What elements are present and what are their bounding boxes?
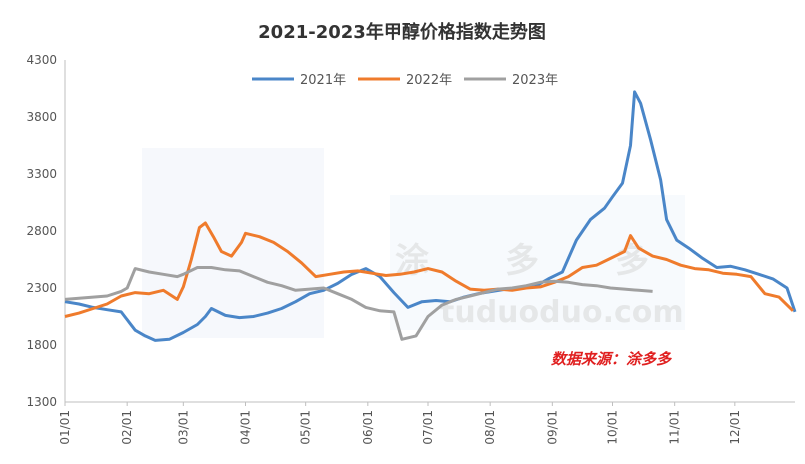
y-tick-label: 3800 bbox=[26, 110, 57, 124]
x-tick-label: 12/01 bbox=[728, 410, 742, 445]
watermark: 涂 多 多 tuduoduo.com bbox=[142, 148, 685, 338]
x-tick-labels: 01/01 02/01 03/01 04/01 05/01 06/01 07/01 08/01… bbox=[58, 402, 742, 445]
y-tick-label: 2800 bbox=[26, 224, 57, 238]
legend-label-2023: 2023年 bbox=[512, 73, 558, 88]
x-tick-label: 06/01 bbox=[361, 410, 375, 445]
x-tick-label: 04/01 bbox=[238, 410, 252, 445]
legend-item-2022[interactable]: 2022年 bbox=[358, 73, 452, 88]
x-tick-label: 07/01 bbox=[421, 410, 435, 445]
series-layer bbox=[64, 90, 797, 342]
legend-item-2021[interactable]: 2021年 bbox=[252, 73, 346, 88]
y-tick-label: 1300 bbox=[26, 395, 57, 409]
y-tick-label: 3300 bbox=[26, 167, 57, 181]
x-tick-label: 11/01 bbox=[668, 410, 682, 445]
y-tick-label: 1800 bbox=[26, 338, 57, 352]
chart-title: 2021-2023年甲醇价格指数走势图 bbox=[258, 21, 546, 43]
y-tick-labels: 1300 1800 2300 2800 3300 3800 4300 bbox=[26, 53, 57, 409]
x-tick-label: 01/01 bbox=[58, 410, 72, 445]
y-tick-label: 2300 bbox=[26, 281, 57, 295]
watermark-char-3: 多 bbox=[615, 241, 649, 281]
y-tick-label: 4300 bbox=[26, 53, 57, 67]
x-tick-label: 03/01 bbox=[176, 410, 190, 445]
legend-label-2021: 2021年 bbox=[300, 73, 346, 88]
x-tick-label: 10/01 bbox=[606, 410, 620, 445]
legend-item-2023[interactable]: 2023年 bbox=[464, 73, 558, 88]
watermark-url: tuduoduo.com bbox=[440, 295, 684, 330]
x-tick-label: 02/01 bbox=[120, 410, 134, 445]
x-tick-label: 05/01 bbox=[299, 410, 313, 445]
x-tick-label: 08/01 bbox=[483, 410, 497, 445]
data-source-annotation: 数据来源：涂多多 bbox=[551, 350, 672, 368]
watermark-char-2: 多 bbox=[505, 241, 539, 281]
legend: 2021年 2022年 2023年 bbox=[252, 73, 558, 88]
series-line-2023年[interactable] bbox=[64, 266, 653, 341]
x-tick-label: 09/01 bbox=[545, 410, 559, 445]
legend-label-2022: 2022年 bbox=[406, 73, 452, 88]
